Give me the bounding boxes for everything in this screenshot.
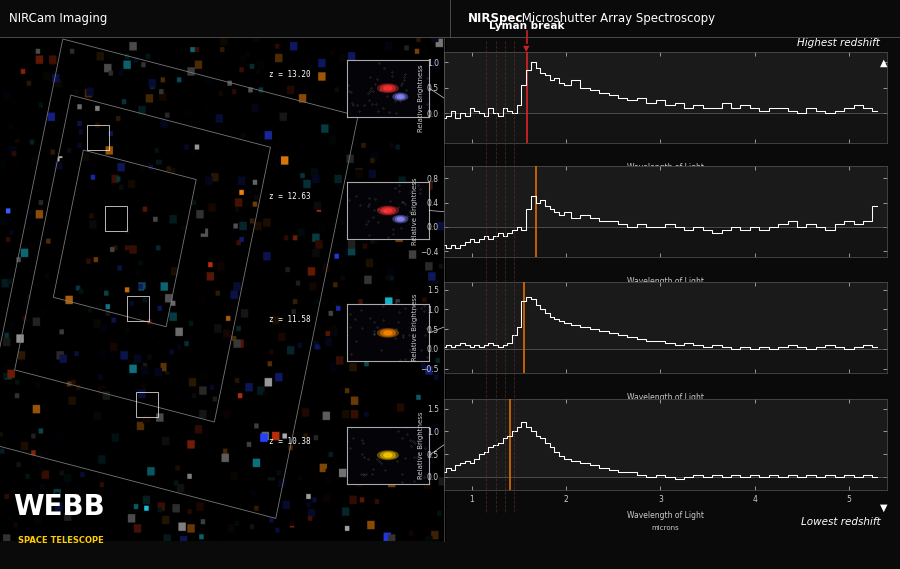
Polygon shape <box>393 216 408 222</box>
Polygon shape <box>381 330 395 336</box>
Text: Wavelength of Light: Wavelength of Light <box>626 510 704 519</box>
Polygon shape <box>378 207 398 215</box>
Text: Wavelength of Light: Wavelength of Light <box>626 163 704 172</box>
Bar <box>127 296 149 321</box>
Y-axis label: Relative Brightness: Relative Brightness <box>411 178 418 245</box>
Text: z = 10.38: z = 10.38 <box>269 437 311 446</box>
Text: WEBB: WEBB <box>14 493 105 521</box>
Polygon shape <box>378 329 398 337</box>
Bar <box>87 125 109 150</box>
Text: Lyman break: Lyman break <box>489 21 564 31</box>
Text: z = 12.63: z = 12.63 <box>269 192 311 201</box>
Polygon shape <box>383 209 392 212</box>
Text: Microshutter Array Spectroscopy: Microshutter Array Spectroscopy <box>518 12 715 24</box>
Bar <box>444 349 886 373</box>
Polygon shape <box>395 217 405 221</box>
Bar <box>444 113 886 143</box>
Polygon shape <box>378 451 398 459</box>
Text: ▼: ▼ <box>880 503 887 513</box>
Text: z = 11.58: z = 11.58 <box>269 315 311 324</box>
Y-axis label: Relative Brightness: Relative Brightness <box>411 294 418 361</box>
Text: Highest redshift: Highest redshift <box>797 38 880 48</box>
Y-axis label: Relative Brightness: Relative Brightness <box>418 411 424 479</box>
Polygon shape <box>393 93 408 100</box>
Text: ▼: ▼ <box>524 44 530 53</box>
Polygon shape <box>381 85 395 91</box>
Polygon shape <box>398 96 403 98</box>
Polygon shape <box>381 452 395 458</box>
Text: microns: microns <box>652 407 679 413</box>
Bar <box>136 392 158 417</box>
Text: Wavelength of Light: Wavelength of Light <box>626 393 704 402</box>
Text: ▲: ▲ <box>880 58 887 68</box>
Bar <box>444 477 886 490</box>
Polygon shape <box>381 208 395 213</box>
Text: microns: microns <box>652 525 679 531</box>
Text: microns: microns <box>652 178 679 184</box>
Text: z = 13.20: z = 13.20 <box>269 70 311 79</box>
Text: NIRCam Imaging: NIRCam Imaging <box>9 12 107 24</box>
Text: microns: microns <box>652 292 679 298</box>
Polygon shape <box>383 86 392 90</box>
Polygon shape <box>383 453 392 457</box>
Polygon shape <box>395 94 405 99</box>
Y-axis label: Relative Brightness: Relative Brightness <box>418 64 424 131</box>
Text: NIRSpec: NIRSpec <box>468 12 524 24</box>
Polygon shape <box>378 84 398 92</box>
Polygon shape <box>383 331 392 335</box>
Polygon shape <box>398 218 403 220</box>
Text: Lowest redshift: Lowest redshift <box>801 517 880 527</box>
Bar <box>444 227 886 257</box>
Text: SPACE TELESCOPE: SPACE TELESCOPE <box>18 536 104 545</box>
Text: Wavelength of Light: Wavelength of Light <box>626 277 704 286</box>
Bar <box>104 205 127 231</box>
